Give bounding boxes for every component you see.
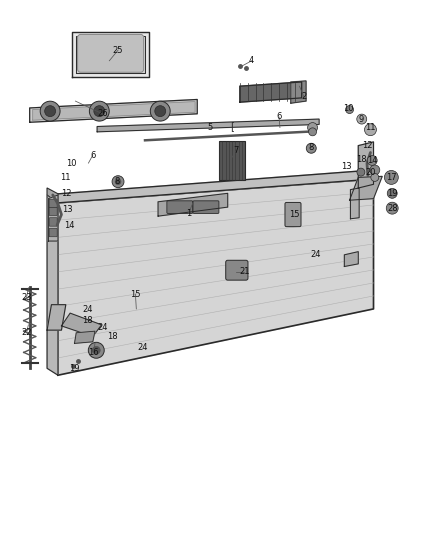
Text: 24: 24 <box>311 251 321 260</box>
Text: 9: 9 <box>358 115 364 124</box>
Circle shape <box>387 188 397 198</box>
Circle shape <box>371 173 379 181</box>
Text: 18: 18 <box>107 332 118 341</box>
Text: 18: 18 <box>357 155 367 164</box>
Polygon shape <box>97 119 319 132</box>
Text: 15: 15 <box>130 289 141 298</box>
Circle shape <box>385 171 398 184</box>
Text: 22: 22 <box>21 328 32 337</box>
Polygon shape <box>350 188 359 219</box>
Polygon shape <box>61 313 102 336</box>
Text: 12: 12 <box>61 189 72 198</box>
Text: 25: 25 <box>113 46 123 55</box>
Circle shape <box>45 106 56 117</box>
Text: 24: 24 <box>138 343 148 352</box>
Polygon shape <box>291 81 306 103</box>
Circle shape <box>150 101 170 121</box>
Circle shape <box>94 106 105 117</box>
Text: 2: 2 <box>301 92 307 101</box>
Polygon shape <box>74 331 95 343</box>
Circle shape <box>88 342 104 358</box>
Text: [: [ <box>230 121 234 131</box>
FancyBboxPatch shape <box>167 201 193 213</box>
Polygon shape <box>48 195 58 241</box>
Text: 12: 12 <box>362 141 372 150</box>
Circle shape <box>307 123 318 133</box>
Polygon shape <box>47 305 66 330</box>
Text: 14: 14 <box>367 156 378 165</box>
Text: 13: 13 <box>341 163 351 171</box>
Circle shape <box>112 176 124 188</box>
Circle shape <box>346 106 353 114</box>
Text: 7: 7 <box>234 147 239 156</box>
Circle shape <box>367 156 377 165</box>
Polygon shape <box>47 195 58 375</box>
Text: 5: 5 <box>208 123 213 132</box>
Text: 20: 20 <box>365 167 376 176</box>
Text: 23: 23 <box>21 293 32 302</box>
FancyBboxPatch shape <box>226 260 248 280</box>
FancyBboxPatch shape <box>285 203 301 227</box>
Polygon shape <box>72 32 149 77</box>
Text: 11: 11 <box>365 123 376 132</box>
Text: 24: 24 <box>82 305 93 314</box>
Text: 1: 1 <box>186 209 191 218</box>
Circle shape <box>115 179 121 184</box>
Text: 16: 16 <box>88 348 99 357</box>
Text: 8: 8 <box>309 143 314 152</box>
FancyBboxPatch shape <box>78 35 144 72</box>
Text: 19: 19 <box>387 189 397 198</box>
Text: 15: 15 <box>289 210 299 219</box>
Text: 13: 13 <box>62 205 73 214</box>
Polygon shape <box>58 179 374 375</box>
Text: 8: 8 <box>114 177 120 186</box>
Text: 6: 6 <box>90 151 95 160</box>
Text: 26: 26 <box>97 109 108 118</box>
Polygon shape <box>30 100 197 122</box>
Text: 6: 6 <box>276 112 282 122</box>
FancyBboxPatch shape <box>49 199 57 208</box>
Polygon shape <box>344 252 358 266</box>
Circle shape <box>309 128 317 136</box>
Text: 10: 10 <box>66 159 76 167</box>
Circle shape <box>364 124 376 136</box>
Polygon shape <box>33 102 195 120</box>
FancyBboxPatch shape <box>193 201 219 213</box>
Circle shape <box>370 165 380 175</box>
Circle shape <box>306 143 316 153</box>
Circle shape <box>40 101 60 121</box>
Polygon shape <box>240 82 302 102</box>
Circle shape <box>357 168 365 176</box>
FancyBboxPatch shape <box>49 207 57 215</box>
Polygon shape <box>76 36 145 73</box>
FancyBboxPatch shape <box>49 218 57 226</box>
Text: 4: 4 <box>249 56 254 65</box>
Polygon shape <box>158 193 228 216</box>
Text: 17: 17 <box>386 173 397 182</box>
Text: 14: 14 <box>64 221 74 230</box>
Circle shape <box>386 202 398 214</box>
Polygon shape <box>350 176 382 200</box>
Text: 24: 24 <box>97 323 108 332</box>
Polygon shape <box>358 142 374 188</box>
Text: 10: 10 <box>343 104 354 113</box>
Polygon shape <box>58 170 374 203</box>
Circle shape <box>155 106 166 117</box>
Text: 18: 18 <box>82 316 93 325</box>
Text: 28: 28 <box>388 204 399 213</box>
Text: 21: 21 <box>239 268 250 276</box>
Text: 11: 11 <box>60 173 71 182</box>
Circle shape <box>92 346 100 354</box>
FancyBboxPatch shape <box>49 228 57 237</box>
FancyBboxPatch shape <box>219 141 245 180</box>
Text: 19: 19 <box>69 364 80 373</box>
Circle shape <box>89 101 109 121</box>
Polygon shape <box>47 188 58 203</box>
Circle shape <box>357 114 367 124</box>
